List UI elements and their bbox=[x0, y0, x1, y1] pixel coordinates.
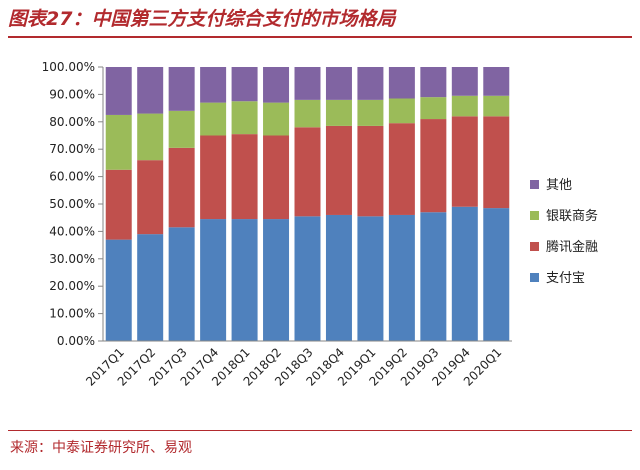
bar-segment-0-9 bbox=[388, 214, 415, 341]
y-tick-label: 0.00% bbox=[57, 334, 95, 348]
bar-segment-1-11 bbox=[451, 116, 478, 207]
bar-segment-0-6 bbox=[294, 216, 321, 341]
bar-segment-3-10 bbox=[420, 67, 447, 98]
y-tick-label: 80.00% bbox=[49, 115, 95, 129]
y-tick-label: 40.00% bbox=[49, 224, 95, 238]
bar-segment-0-12 bbox=[483, 208, 510, 341]
bar-segment-3-8 bbox=[357, 67, 384, 100]
bar-segment-1-2 bbox=[168, 147, 195, 228]
bar-segment-0-5 bbox=[263, 219, 290, 341]
legend-swatch bbox=[530, 211, 539, 220]
bar-segment-2-4 bbox=[231, 101, 258, 135]
legend-swatch bbox=[530, 180, 539, 189]
bar-segment-3-12 bbox=[483, 67, 510, 96]
bar-segment-3-3 bbox=[200, 67, 227, 103]
bar-segment-2-8 bbox=[357, 99, 384, 126]
y-tick-label: 100.00% bbox=[42, 60, 95, 74]
bar-segment-2-5 bbox=[263, 102, 290, 136]
y-tick-label: 90.00% bbox=[49, 87, 95, 101]
legend-label: 腾讯金融 bbox=[546, 239, 598, 255]
legend-swatch bbox=[530, 273, 539, 282]
bar-segment-3-1 bbox=[137, 67, 164, 114]
bar-segment-0-1 bbox=[137, 234, 164, 341]
bar-segment-1-8 bbox=[357, 125, 384, 217]
bar-segment-0-4 bbox=[231, 219, 258, 341]
bar-segment-1-0 bbox=[105, 169, 132, 240]
x-axis: 2017Q12017Q22017Q32017Q42018Q12018Q22018… bbox=[83, 340, 512, 389]
source-note: 来源：中泰证券研究所、易观 bbox=[10, 440, 192, 456]
bars-group bbox=[105, 67, 510, 341]
bar-segment-3-6 bbox=[294, 67, 321, 100]
bar-segment-1-4 bbox=[231, 134, 258, 220]
bar-segment-1-10 bbox=[420, 119, 447, 213]
bar-segment-0-11 bbox=[451, 206, 478, 341]
legend-label: 银联商务 bbox=[546, 208, 598, 224]
bar-segment-3-4 bbox=[231, 67, 258, 102]
bar-segment-1-3 bbox=[200, 135, 227, 220]
bar-segment-0-8 bbox=[357, 216, 384, 341]
bar-segment-0-10 bbox=[420, 212, 447, 341]
stacked-bar-chart: 0.00% 10.00% 20.00% 30.00% 40.00% 50.00% 60.00… bbox=[42, 60, 598, 389]
y-tick-label: 50.00% bbox=[49, 197, 95, 211]
y-tick-label: 60.00% bbox=[49, 170, 95, 184]
bar-segment-2-11 bbox=[451, 95, 478, 117]
bar-segment-0-3 bbox=[200, 219, 227, 341]
bar-segment-2-2 bbox=[168, 110, 195, 148]
bar-segment-3-11 bbox=[451, 67, 478, 96]
y-tick-label: 70.00% bbox=[49, 142, 95, 156]
bar-segment-0-7 bbox=[325, 214, 352, 341]
footer-rule bbox=[8, 430, 632, 431]
bar-segment-1-5 bbox=[263, 135, 290, 220]
legend-label: 其他 bbox=[546, 178, 572, 193]
bar-segment-3-9 bbox=[388, 67, 415, 99]
bar-segment-2-3 bbox=[200, 102, 227, 136]
y-tick-label: 10.00% bbox=[49, 307, 95, 321]
bar-segment-2-6 bbox=[294, 99, 321, 128]
bar-segment-1-7 bbox=[325, 125, 352, 215]
bar-segment-2-1 bbox=[137, 113, 164, 161]
bar-segment-2-9 bbox=[388, 98, 415, 124]
bar-segment-0-2 bbox=[168, 227, 195, 341]
bar-segment-1-12 bbox=[483, 116, 510, 209]
y-axis: 0.00% 10.00% 20.00% 30.00% 40.00% 50.00% 60.00… bbox=[42, 60, 104, 348]
chart-title: 图表27：中国第三方支付综合支付的市场格局 bbox=[8, 8, 396, 30]
bar-segment-2-12 bbox=[483, 95, 510, 117]
bar-segment-2-7 bbox=[325, 99, 352, 126]
bar-segment-1-1 bbox=[137, 160, 164, 235]
bar-segment-2-0 bbox=[105, 114, 132, 170]
legend-label: 支付宝 bbox=[546, 271, 585, 286]
bar-segment-3-5 bbox=[263, 67, 290, 103]
bar-segment-0-0 bbox=[105, 239, 132, 341]
y-tick-label: 20.00% bbox=[49, 279, 95, 293]
legend-swatch bbox=[530, 242, 539, 251]
bar-segment-1-6 bbox=[294, 127, 321, 217]
bar-segment-3-2 bbox=[168, 67, 195, 111]
bar-segment-3-0 bbox=[105, 67, 132, 115]
bar-segment-1-9 bbox=[388, 123, 415, 215]
y-tick-label: 30.00% bbox=[49, 252, 95, 266]
bar-segment-2-10 bbox=[420, 97, 447, 120]
title-underline bbox=[8, 36, 632, 38]
bar-segment-3-7 bbox=[325, 67, 352, 100]
